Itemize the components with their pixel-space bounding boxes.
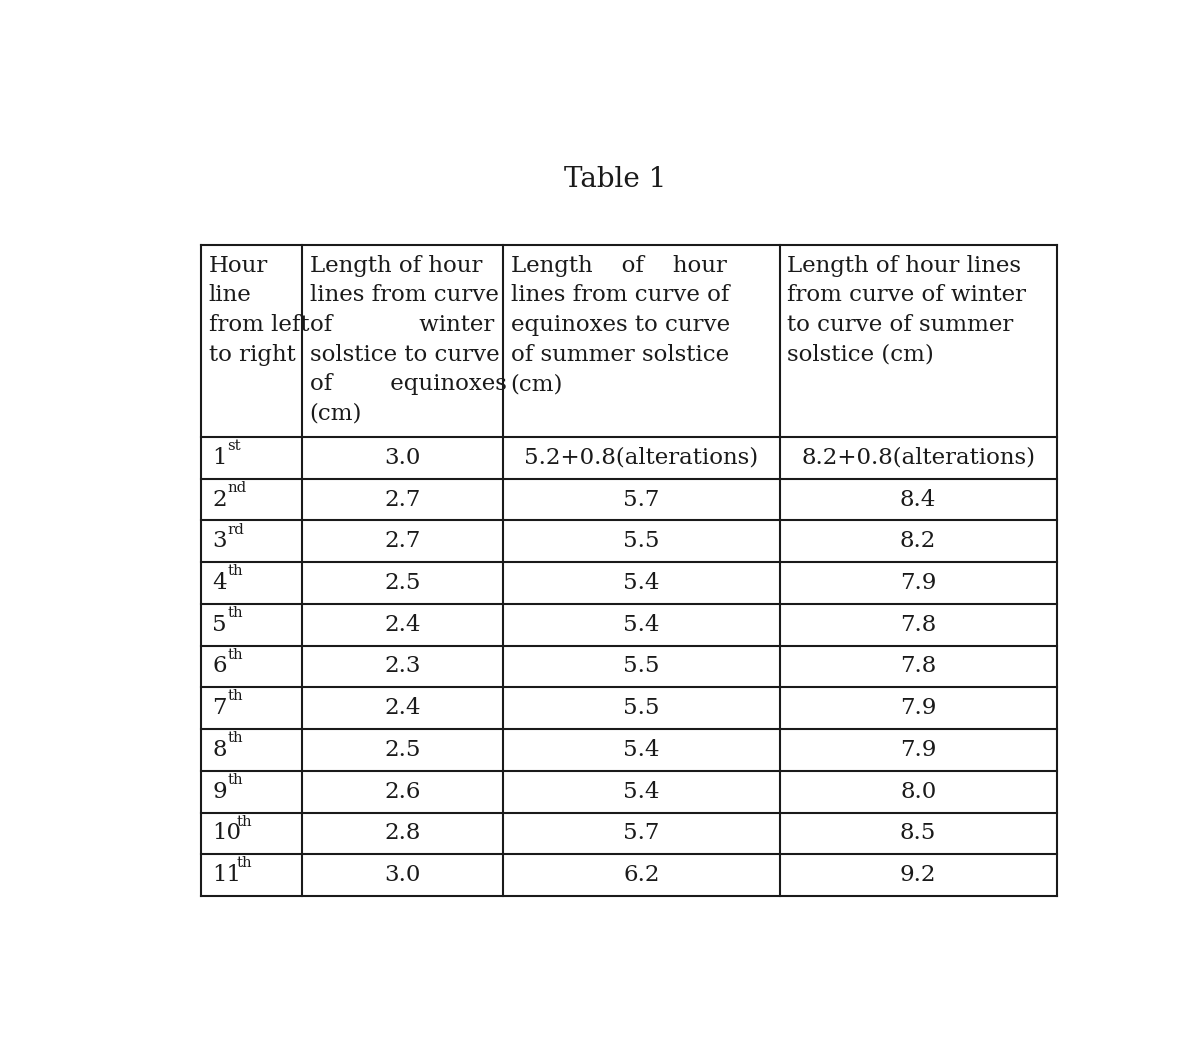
Text: 3.0: 3.0 [384,447,421,469]
Text: 5.2+0.8(alterations): 5.2+0.8(alterations) [524,447,758,469]
Text: 2.6: 2.6 [384,781,421,802]
Text: 8.2: 8.2 [900,531,936,552]
Text: th: th [236,815,252,829]
Text: Table 1: Table 1 [564,166,666,193]
Text: 3.0: 3.0 [384,865,421,886]
Text: th: th [227,606,242,620]
Text: 2.5: 2.5 [384,572,421,594]
Text: 2.7: 2.7 [384,488,421,511]
Text: 5.4: 5.4 [623,739,660,761]
Text: 5.5: 5.5 [623,531,660,552]
Text: 9.2: 9.2 [900,865,936,886]
Text: 2.4: 2.4 [384,698,421,719]
Text: 2.8: 2.8 [384,822,421,845]
Text: 11: 11 [212,865,241,886]
Text: th: th [227,564,242,578]
Text: 8.5: 8.5 [900,822,936,845]
Text: 7.9: 7.9 [900,698,936,719]
Text: Length    of    hour
lines from curve of
equinoxes to curve
of summer solstice
(: Length of hour lines from curve of equin… [511,255,730,395]
Text: Length of hour
lines from curve
of            winter
solstice to curve
of       : Length of hour lines from curve of winte… [310,255,506,425]
Text: 8: 8 [212,739,227,761]
Text: 6: 6 [212,655,227,678]
Text: Hour
line
from left
to right: Hour line from left to right [209,255,310,366]
Text: 5.5: 5.5 [623,698,660,719]
Text: Length of hour lines
from curve of winter
to curve of summer
solstice (cm): Length of hour lines from curve of winte… [787,255,1026,366]
Text: 2.3: 2.3 [384,655,421,678]
Text: 8.2+0.8(alterations): 8.2+0.8(alterations) [802,447,1036,469]
Text: 9: 9 [212,781,227,802]
Text: 2.5: 2.5 [384,739,421,761]
Text: th: th [227,648,242,662]
Text: 2.7: 2.7 [384,531,421,552]
Text: 2: 2 [212,488,227,511]
Text: 7.8: 7.8 [900,614,936,635]
Text: rd: rd [227,522,244,537]
Text: 5.7: 5.7 [623,488,660,511]
Text: 8.0: 8.0 [900,781,936,802]
Text: th: th [227,773,242,787]
Text: 7: 7 [212,698,227,719]
Text: 5.4: 5.4 [623,572,660,594]
Text: 5.4: 5.4 [623,781,660,802]
Text: th: th [236,856,252,870]
Text: 5.4: 5.4 [623,614,660,635]
Text: 6.2: 6.2 [623,865,660,886]
Text: 8.4: 8.4 [900,488,936,511]
Text: 3: 3 [212,531,227,552]
Text: 1: 1 [212,447,227,469]
Text: th: th [227,689,242,704]
Text: nd: nd [227,481,246,495]
Text: 10: 10 [212,822,241,845]
Text: 4: 4 [212,572,227,594]
Text: st: st [227,439,241,453]
Text: 5.7: 5.7 [623,822,660,845]
Text: 7.9: 7.9 [900,739,936,761]
Text: th: th [227,731,242,745]
Text: 7.9: 7.9 [900,572,936,594]
Text: 5.5: 5.5 [623,655,660,678]
Text: 7.8: 7.8 [900,655,936,678]
Text: 2.4: 2.4 [384,614,421,635]
Text: 5: 5 [212,614,227,635]
